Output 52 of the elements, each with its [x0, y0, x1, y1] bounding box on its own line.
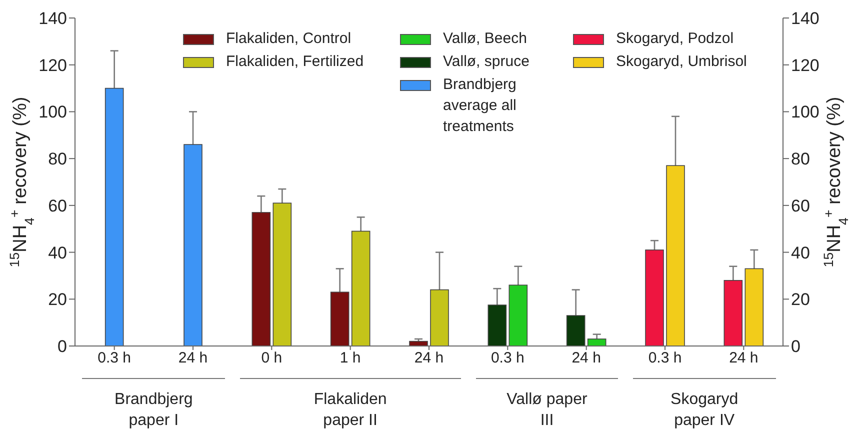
- text: Vallø paper III: [506, 390, 588, 431]
- y2-tick-label: 140: [791, 9, 820, 28]
- bar: [252, 212, 271, 346]
- bar: [645, 250, 664, 346]
- x-tick-label: 0.3 h: [648, 350, 682, 367]
- y-tick-label: 60: [48, 196, 67, 216]
- text: Skogaryd paper IV: [670, 390, 740, 431]
- y2-tick-label: 60: [791, 196, 810, 216]
- bar: [666, 165, 685, 346]
- bar: [104, 88, 124, 346]
- y-tick-label: 20: [48, 290, 67, 310]
- x-tick-label: 0.3 h: [490, 350, 524, 367]
- bar: [184, 144, 202, 346]
- legend-label: Skogaryd, Podzol: [616, 29, 734, 49]
- y-tick-label: 100: [38, 102, 67, 122]
- y2-tick-label: 20: [791, 290, 810, 310]
- x-tick-label: 24 h: [178, 350, 208, 367]
- text: Brandbjerg paper I: [114, 390, 194, 431]
- legend-label: Vallø, Beech: [443, 29, 527, 49]
- legend-label: Brandbjerg average all treatments: [443, 75, 518, 137]
- y-tick-label: 40: [48, 243, 67, 262]
- x-tick-label: 0 h: [261, 350, 282, 367]
- bar: [566, 315, 586, 346]
- x-tick-label: 1 h: [340, 350, 361, 367]
- bar: [724, 280, 743, 346]
- y2-tick-label: 80: [791, 150, 810, 169]
- x-tick-label: 0.3 h: [98, 350, 132, 367]
- y-tick-label: 140: [38, 9, 67, 28]
- legend-label: Vallø, spruce: [443, 52, 530, 72]
- bar: [488, 304, 507, 346]
- bar: [330, 292, 350, 346]
- bar: [272, 202, 292, 346]
- legend-label: Skogaryd, Umbrisol: [616, 52, 747, 72]
- text: Flakaliden paper II: [312, 390, 388, 431]
- legend-label: Flakaliden, Control: [226, 29, 352, 49]
- y-tick-label: 0: [58, 337, 67, 356]
- x-tick-label: 24 h: [572, 350, 601, 367]
- y2-tick-label: 120: [791, 56, 820, 75]
- y2-tick-label: 40: [791, 243, 810, 262]
- legend-label: Flakaliden, Fertilized: [226, 52, 364, 72]
- y2-tick-label: 100: [791, 102, 820, 122]
- bar: [508, 284, 528, 346]
- bar: [744, 268, 764, 346]
- x-tick-label: 24 h: [414, 350, 444, 367]
- bar: [351, 230, 370, 346]
- y-tick-label: 120: [38, 56, 67, 75]
- bar: [409, 340, 428, 346]
- bar: [430, 289, 449, 346]
- y-tick-label: 80: [48, 150, 67, 169]
- bar: [587, 338, 606, 346]
- y2-tick-label: 0: [791, 337, 800, 356]
- x-tick-label: 24 h: [729, 350, 758, 367]
